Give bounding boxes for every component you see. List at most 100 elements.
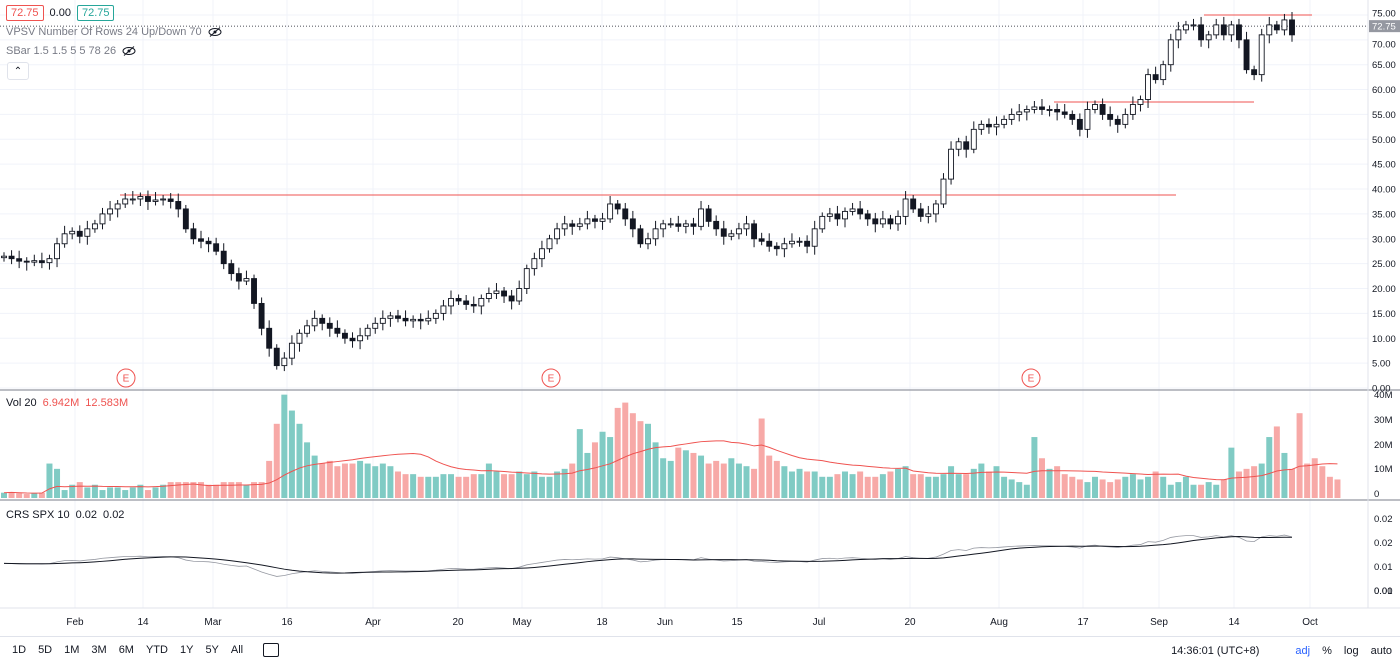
range-button-1d[interactable]: 1D	[12, 644, 27, 656]
volume-bar	[667, 460, 674, 498]
volume-bar	[788, 471, 795, 498]
collapse-legend-button[interactable]: ⌃	[7, 62, 29, 80]
time-tick-label: 17	[1077, 617, 1089, 628]
candle	[1220, 16, 1227, 41]
time-axis[interactable]: Feb 14 Mar 16 Apr 20 May 18 Jun 15 Jul 20 Aug 17 Sep 14…	[66, 617, 1318, 628]
time-tick-label: 20	[452, 617, 464, 628]
chart-canvas[interactable]: E E E 75.00 72.75 70.00 65.00 60.00 55.00 50.00 45…	[0, 0, 1400, 636]
volume-ma-line	[3, 440, 1338, 494]
candle	[849, 202, 856, 216]
volume-bar	[675, 447, 682, 498]
volume-bar	[682, 450, 689, 498]
candle	[1251, 65, 1258, 81]
volume-bar	[1114, 479, 1121, 498]
range-button-3m[interactable]: 3M	[91, 644, 107, 656]
volume-bar	[1289, 468, 1295, 498]
candle	[440, 299, 447, 321]
candle	[925, 205, 932, 224]
time-display: 14:36:01 (UTC+8)	[1171, 644, 1260, 657]
volume-bar	[84, 487, 91, 498]
candle	[985, 118, 992, 134]
earnings-marker[interactable]: E	[541, 368, 561, 388]
range-button-1y[interactable]: 1Y	[179, 644, 194, 656]
range-button-6m[interactable]: 6M	[118, 644, 134, 656]
candle	[1160, 60, 1167, 86]
indicator2-legend[interactable]: SBar 1.5 1.5 5 5 78 26	[6, 45, 136, 57]
volume-bar	[1023, 484, 1030, 498]
candle	[175, 193, 182, 218]
volume-bar	[288, 410, 295, 498]
range-button-ytd[interactable]: YTD	[145, 644, 168, 656]
price-axis[interactable]: 75.00 72.75 70.00 65.00 60.00 55.00 50.00 45.00…	[1369, 8, 1400, 395]
candle	[963, 135, 970, 158]
range-button-1m[interactable]: 1M	[64, 644, 80, 656]
time-tick-label: 14	[137, 617, 149, 628]
crs-axis[interactable]: 0.020.020.010.010.00	[1374, 514, 1393, 597]
crs-legend-label: CRS SPX 10	[6, 509, 70, 521]
candle	[1152, 66, 1159, 84]
price-left-box: 72.75	[6, 5, 44, 21]
range-button-all[interactable]: All	[230, 644, 244, 656]
indicator1-legend[interactable]: VPSV Number Of Rows 24 Up/Down 70	[6, 26, 222, 38]
volume-bar	[190, 482, 197, 498]
candle	[698, 200, 704, 231]
log-toggle[interactable]: log	[1343, 644, 1359, 657]
volume-bar	[1092, 476, 1099, 498]
candle	[84, 220, 91, 245]
candle	[607, 196, 614, 223]
last-price-tag	[1369, 20, 1400, 33]
adj-toggle[interactable]: adj	[1295, 644, 1311, 657]
candle	[76, 225, 83, 244]
candle	[766, 233, 773, 252]
volume-bar	[1205, 482, 1212, 498]
candle	[1046, 105, 1053, 117]
candle	[152, 192, 159, 206]
candle	[1281, 13, 1288, 36]
volume-bar	[1145, 476, 1152, 498]
time-tick-label: Jul	[813, 617, 826, 628]
candle	[523, 264, 530, 294]
eye-hidden-icon[interactable]	[122, 46, 136, 56]
range-button-5y[interactable]: 5Y	[205, 644, 219, 656]
candle	[501, 287, 507, 303]
volume-bar	[1084, 482, 1091, 498]
candle	[448, 290, 454, 315]
price-right-box: 72.75	[76, 5, 115, 21]
calendar-icon[interactable]	[263, 643, 280, 657]
volume-bar	[895, 468, 902, 498]
volume-bar	[251, 482, 258, 498]
candle	[1198, 16, 1205, 47]
volume-tick-label: 20M	[1374, 440, 1393, 451]
eye-hidden-icon[interactable]	[208, 27, 222, 37]
price-tick-label: 75.00	[1372, 8, 1396, 19]
volume-bar	[758, 418, 765, 498]
percent-toggle[interactable]: %	[1322, 644, 1332, 657]
candle	[645, 232, 651, 250]
candle	[61, 225, 68, 248]
candle	[478, 294, 485, 315]
volume-bar	[1228, 447, 1235, 498]
volume-axis[interactable]: 40M 30M 20M 10M 0	[1374, 390, 1393, 500]
range-button-5d[interactable]: 5D	[38, 644, 53, 656]
auto-toggle[interactable]: auto	[1370, 644, 1392, 657]
candle	[758, 232, 765, 246]
volume-bar	[16, 493, 23, 498]
earnings-marker[interactable]: E	[116, 368, 136, 388]
volume-tick-label: 40M	[1374, 390, 1393, 401]
candle	[417, 313, 424, 330]
candle	[91, 219, 98, 233]
volume-bar	[107, 487, 114, 498]
earnings-marker[interactable]: E	[1021, 368, 1041, 388]
volume-bar	[122, 490, 129, 498]
candle	[1092, 100, 1098, 114]
candle	[228, 259, 235, 281]
candle	[54, 237, 60, 268]
indicator2-label: SBar 1.5 1.5 5 5 78 26	[6, 45, 117, 57]
volume-bar	[834, 474, 841, 498]
volume-bar	[1198, 484, 1205, 498]
volume-bar	[478, 474, 485, 498]
candle	[1129, 96, 1136, 120]
volume-bar	[569, 463, 576, 498]
candle	[1122, 108, 1129, 129]
candle	[599, 212, 606, 230]
